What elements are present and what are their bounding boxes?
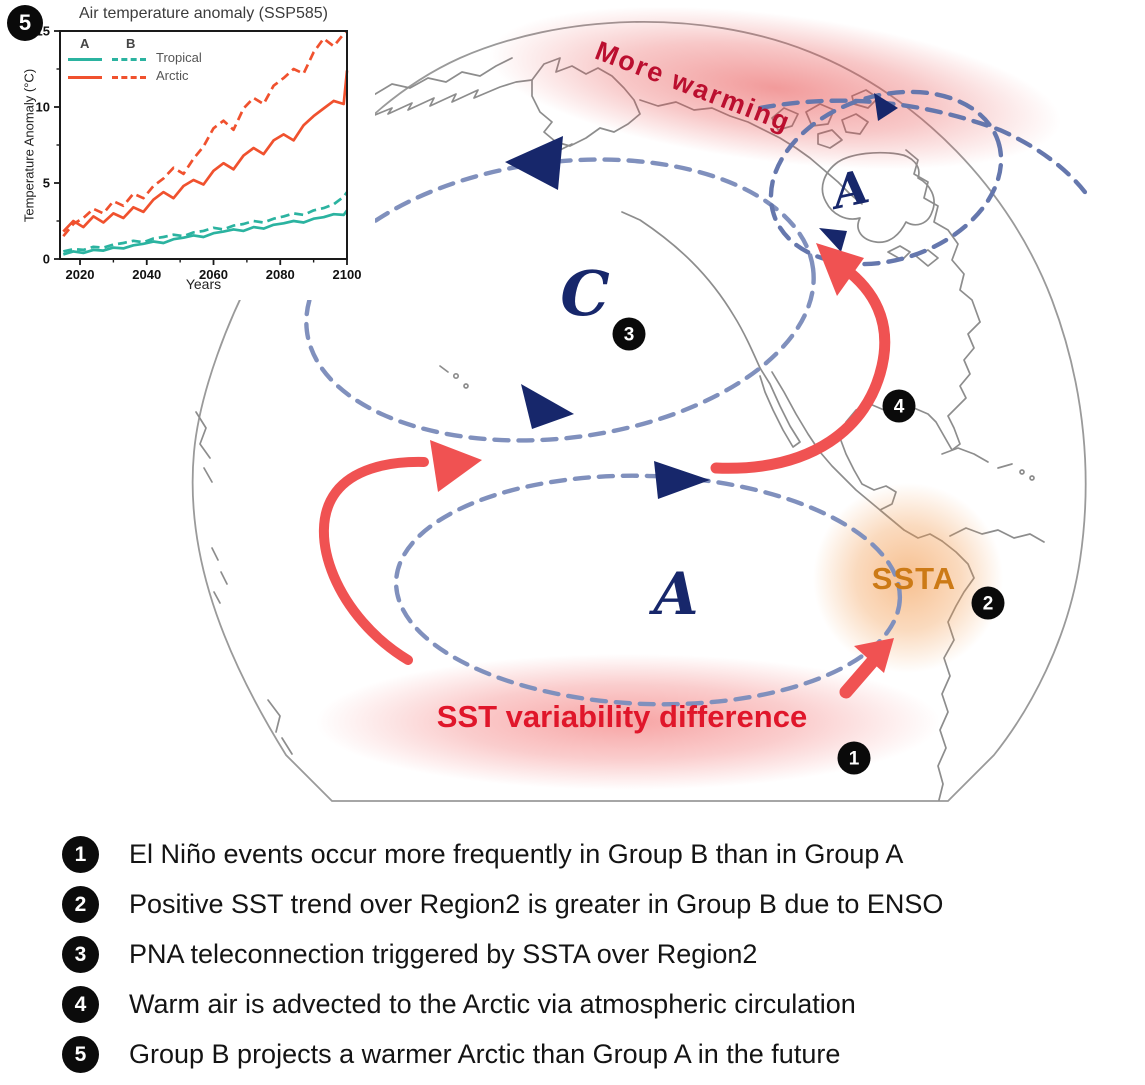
svg-text:2080: 2080 <box>266 267 295 282</box>
globe-illustration: More warming SSTA SST variability differ… <box>191 6 1091 802</box>
svg-text:1: 1 <box>849 749 860 770</box>
callout-badge-3: 3 <box>62 936 99 973</box>
gyre-c-label: C <box>560 257 609 330</box>
warming-glows <box>316 6 1061 790</box>
inset-chart: 5 Air temperature anomaly (SSP585) Tempe… <box>0 0 375 300</box>
map-badge-1: 1 <box>837 741 871 775</box>
callout-item-1: 1 El Niño events occur more frequently in… <box>62 836 943 873</box>
callout-badge-4: 4 <box>62 986 99 1023</box>
arctic-loop-arrow <box>819 228 847 252</box>
legend-line-tropical-a <box>68 58 102 61</box>
legend-line-arctic-a <box>68 76 102 79</box>
map-badge-4: 4 <box>882 389 916 423</box>
map-badge-3: 3 <box>612 317 646 351</box>
arctic-warming-glow <box>489 6 1061 170</box>
callout-text-3: PNA teleconnection triggered by SSTA ove… <box>129 939 758 969</box>
chart-title: Air temperature anomaly (SSP585) <box>79 5 328 22</box>
arctic-arc-arrow <box>874 93 898 121</box>
legend-col-a: A <box>80 36 90 51</box>
chart-x-axis-label: Years <box>185 276 222 292</box>
advection-arrows <box>318 243 894 699</box>
svg-text:5: 5 <box>43 176 50 191</box>
svg-text:2020: 2020 <box>66 267 95 282</box>
svg-text:2060: 2060 <box>199 267 228 282</box>
flow-arrowheads <box>505 93 898 499</box>
callout-text-1: El Niño events occur more frequently in … <box>129 839 904 869</box>
c-loop-east-arrow <box>521 384 574 429</box>
sst-variability-label: SST variability difference <box>437 699 807 734</box>
arctic-advection-arrow-head <box>816 243 864 296</box>
map-badge-2: 2 <box>971 586 1005 620</box>
ssta-label: SSTA <box>872 561 956 596</box>
ssta-arrow-shaft <box>839 655 879 699</box>
chart-y-axis-label: Temperature Anomaly (°C) <box>21 68 37 223</box>
callout-text-5: Group B projects a warmer Arctic than Gr… <box>129 1039 841 1069</box>
map-badge-5: 5 <box>7 5 43 41</box>
callout-badge-1: 1 <box>62 836 99 873</box>
callout-badge-2: 2 <box>62 886 99 923</box>
svg-text:2040: 2040 <box>132 267 161 282</box>
legend-line-tropical-b <box>112 58 146 61</box>
svg-text:3: 3 <box>624 325 635 346</box>
gyre-a-loop <box>393 473 903 707</box>
legend-col-b: B <box>126 36 136 51</box>
svg-text:2100: 2100 <box>333 267 362 282</box>
svg-text:10: 10 <box>36 100 50 115</box>
callout-item-5: 5 Group B projects a warmer Arctic than G… <box>62 1036 943 1073</box>
arctic-a-loop <box>768 89 1004 267</box>
svg-text:2: 2 <box>983 594 994 615</box>
arctic-advection-arrow-shaft <box>710 262 891 474</box>
series-arctic-a <box>62 70 349 233</box>
ssta-glow <box>813 483 1003 673</box>
svg-text:0: 0 <box>43 252 50 267</box>
pacific-curl-arrow-head <box>430 440 482 492</box>
c-loop-west-arrow <box>505 136 563 190</box>
callout-badge-5: 5 <box>62 1036 99 1073</box>
svg-text:4: 4 <box>894 397 905 418</box>
gyre-a-label: A <box>648 560 698 628</box>
pacific-curl-arrow-shaft <box>318 456 429 665</box>
callout-text-4: Warm air is advected to the Arctic via a… <box>129 989 856 1019</box>
legend-line-arctic-b <box>112 76 146 79</box>
legend-label-tropical: Tropical <box>156 50 202 65</box>
callout-text-2: Positive SST trend over Region2 is great… <box>129 889 944 919</box>
series-arctic-b <box>62 30 348 238</box>
a-loop-east-arrow <box>654 461 710 499</box>
callout-list: 1 El Niño events occur more frequently in… <box>62 836 943 1073</box>
arctic-upper-arc <box>757 98 1091 199</box>
chart-axes-box <box>59 30 348 260</box>
callout-item-3: 3 PNA teleconnection triggered by SSTA ov… <box>62 936 943 973</box>
ssta-arrow-head <box>854 638 894 673</box>
callout-item-2: 2 Positive SST trend over Region2 is grea… <box>62 886 943 923</box>
series-tropical-a <box>62 209 349 256</box>
callout-item-4: 4 Warm air is advected to the Arctic via … <box>62 986 943 1023</box>
series-tropical-b <box>62 191 349 253</box>
legend-label-arctic: Arctic <box>156 68 189 83</box>
chart-series <box>62 30 349 256</box>
